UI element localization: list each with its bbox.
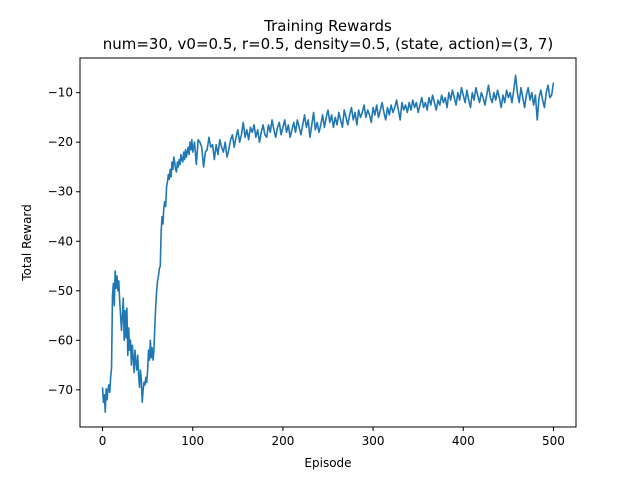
y-tick-label: −70 <box>48 383 73 397</box>
chart-title: Training Rewards <box>263 17 392 35</box>
plot-frame <box>79 57 577 428</box>
x-axis: 0 100 200 300 400 500 <box>99 427 565 448</box>
x-tick-label: 300 <box>362 434 385 448</box>
x-tick-label: 100 <box>181 434 204 448</box>
x-tick-label: 500 <box>542 434 565 448</box>
y-axis: −70 −60 −50 −40 −30 −20 −10 <box>48 86 80 397</box>
y-tick-label: −40 <box>48 234 73 248</box>
chart-subtitle: num=30, v0=0.5, r=0.5, density=0.5, (sta… <box>103 35 554 53</box>
x-tick-label: 400 <box>452 434 475 448</box>
y-tick-label: −10 <box>48 86 73 100</box>
series-layer <box>101 74 555 413</box>
y-tick-label: −30 <box>48 185 73 199</box>
y-tick-label: −50 <box>48 284 73 298</box>
x-tick-label: 200 <box>271 434 294 448</box>
y-axis-label: Total Reward <box>20 204 34 282</box>
y-tick-label: −20 <box>48 135 73 149</box>
x-axis-label: Episode <box>304 456 351 470</box>
x-tick-label: 0 <box>99 434 107 448</box>
y-tick-label: −60 <box>48 333 73 347</box>
series-line-0 <box>101 74 555 413</box>
